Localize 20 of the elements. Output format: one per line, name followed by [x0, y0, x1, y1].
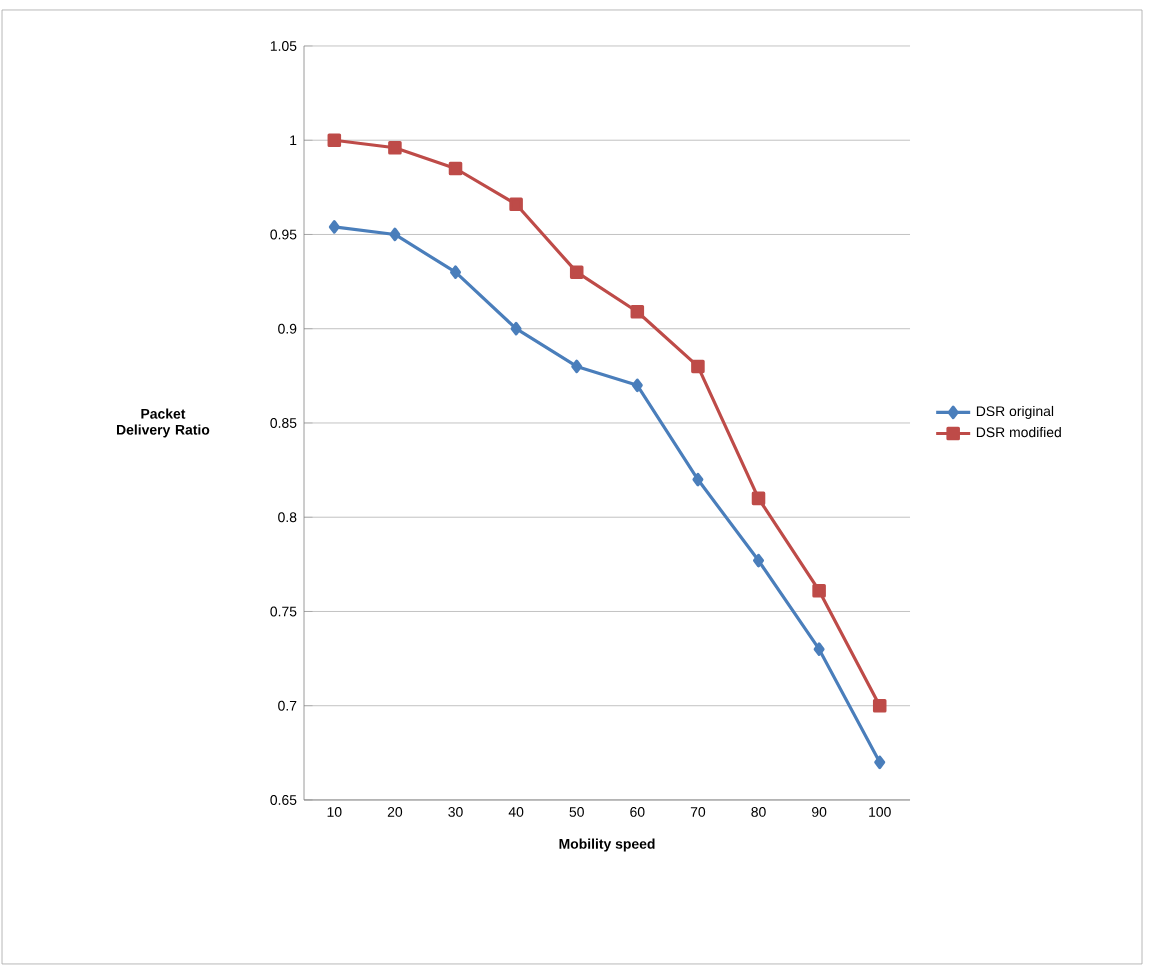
point [389, 227, 401, 242]
point [448, 161, 463, 176]
point [812, 583, 826, 598]
point [631, 378, 643, 393]
point [692, 472, 704, 487]
point [751, 491, 766, 506]
point [388, 140, 402, 155]
point [874, 755, 886, 770]
point [813, 642, 825, 656]
point [569, 265, 584, 279]
point [571, 359, 583, 374]
point [509, 197, 523, 212]
point [872, 698, 887, 713]
point [691, 359, 705, 374]
point [630, 304, 645, 319]
point [327, 133, 342, 147]
point [753, 553, 765, 568]
point [328, 220, 340, 234]
point [450, 265, 461, 279]
point [510, 321, 522, 336]
